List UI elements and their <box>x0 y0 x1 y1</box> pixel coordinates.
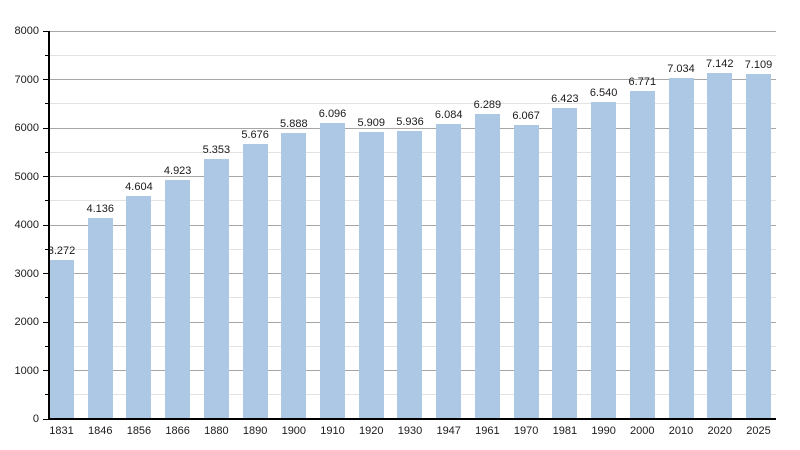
x-tick-label: 2020 <box>707 425 732 437</box>
bar-value-label: 7.142 <box>705 57 734 70</box>
x-tick-label: 1900 <box>281 425 307 437</box>
x-tick-label: 2025 <box>746 425 771 437</box>
bar-1831 <box>49 260 74 419</box>
bar-1880 <box>203 159 229 419</box>
bar-2010 <box>668 77 694 419</box>
y-major-tick <box>43 79 49 80</box>
y-tick-label: 5000 <box>14 170 39 183</box>
x-tick-label: 1856 <box>126 425 152 437</box>
y-tick-label: 1000 <box>14 364 39 377</box>
x-tick-label: 1947 <box>436 425 461 437</box>
bar-value-label: 5.909 <box>357 117 386 130</box>
bar-1846 <box>87 218 113 419</box>
x-tick-label: 1880 <box>204 425 229 437</box>
x-tick-label: 1930 <box>397 425 423 437</box>
x-tick-label: 1866 <box>165 425 190 437</box>
bar-value-label: 3.272 <box>47 245 76 258</box>
y-major-tick <box>43 30 49 32</box>
x-tick-label: 2000 <box>630 425 655 437</box>
y-minor-tick <box>45 345 49 347</box>
bar-1920 <box>358 132 384 419</box>
y-minor-tick <box>45 200 49 202</box>
bar-1961 <box>474 113 500 419</box>
bar-2020 <box>707 72 733 419</box>
y-tick-label: 4000 <box>14 219 39 231</box>
x-tick-label: 1920 <box>359 425 384 437</box>
bar-value-label: 6.096 <box>318 108 347 121</box>
chart-plot-area: 3.272 4.136 4.604 4.923 5.353 5.676 5.888 6.096… <box>47 30 776 419</box>
x-tick-label: 1910 <box>320 425 345 437</box>
y-major-tick <box>43 127 49 129</box>
bar-1990 <box>591 101 617 419</box>
y-minor-tick <box>45 103 49 105</box>
bar-value-label: 5.936 <box>396 116 424 129</box>
bar-value-label: 6.771 <box>628 75 657 88</box>
y-axis <box>48 31 50 419</box>
bar-2000 <box>629 90 655 419</box>
x-axis <box>49 418 776 420</box>
gridline-major <box>49 127 776 129</box>
bar-2025 <box>745 74 771 419</box>
bar-value-label: 4.604 <box>125 180 153 193</box>
gridline-major <box>49 79 776 80</box>
x-tick-label: 1981 <box>552 425 578 437</box>
y-major-tick <box>43 273 49 274</box>
y-minor-tick <box>45 394 49 396</box>
bar-1947 <box>436 123 462 419</box>
bar-value-label: 6.289 <box>473 98 502 111</box>
x-tick-label: 1890 <box>242 425 268 437</box>
bar-value-label: 6.067 <box>512 109 540 122</box>
x-tick-label: 2010 <box>668 425 694 437</box>
y-minor-tick <box>45 151 49 153</box>
y-tick-label: 8000 <box>14 25 39 37</box>
bar-value-label: 4.923 <box>163 165 192 178</box>
y-minor-tick <box>45 248 49 250</box>
y-tick-label: 6000 <box>14 122 39 134</box>
bar-1890 <box>242 143 268 419</box>
y-major-tick <box>43 176 49 177</box>
gridline-minor <box>49 103 776 105</box>
y-tick-label: 2000 <box>14 316 39 328</box>
y-tick-label: 0 <box>32 413 39 425</box>
y-tick-label: 7000 <box>14 73 39 86</box>
bar-1970 <box>513 124 539 419</box>
y-major-tick <box>43 321 49 323</box>
gridline-minor <box>49 54 776 56</box>
bar-value-label: 4.136 <box>86 203 114 216</box>
y-tick-label: 3000 <box>14 267 39 280</box>
bar-value-label: 7.034 <box>667 62 695 75</box>
x-tick-label: 1846 <box>87 425 113 437</box>
y-minor-tick <box>45 54 49 56</box>
bar-1900 <box>281 133 307 419</box>
y-major-tick <box>43 418 49 420</box>
bar-1981 <box>552 107 578 419</box>
bar-1866 <box>165 180 191 419</box>
bar-1910 <box>320 123 346 419</box>
gridline-major <box>49 30 776 32</box>
bar-1930 <box>397 131 423 419</box>
bar-value-label: 7.109 <box>744 59 773 72</box>
bar-1856 <box>126 195 152 419</box>
y-major-tick <box>43 370 49 371</box>
x-tick-label: 1831 <box>49 425 74 437</box>
bar-value-label: 5.888 <box>280 118 308 131</box>
y-major-tick <box>43 224 49 226</box>
bar-value-label: 5.353 <box>202 144 231 157</box>
x-tick-label: 1990 <box>591 425 616 437</box>
x-tick-label: 1961 <box>475 425 500 437</box>
bar-value-label: 5.676 <box>241 128 269 141</box>
y-minor-tick <box>45 297 49 299</box>
bar-value-label: 6.084 <box>434 108 463 121</box>
bar-value-label: 6.423 <box>551 92 579 105</box>
x-tick-label: 1970 <box>513 425 539 437</box>
bar-value-label: 6.540 <box>589 86 618 99</box>
